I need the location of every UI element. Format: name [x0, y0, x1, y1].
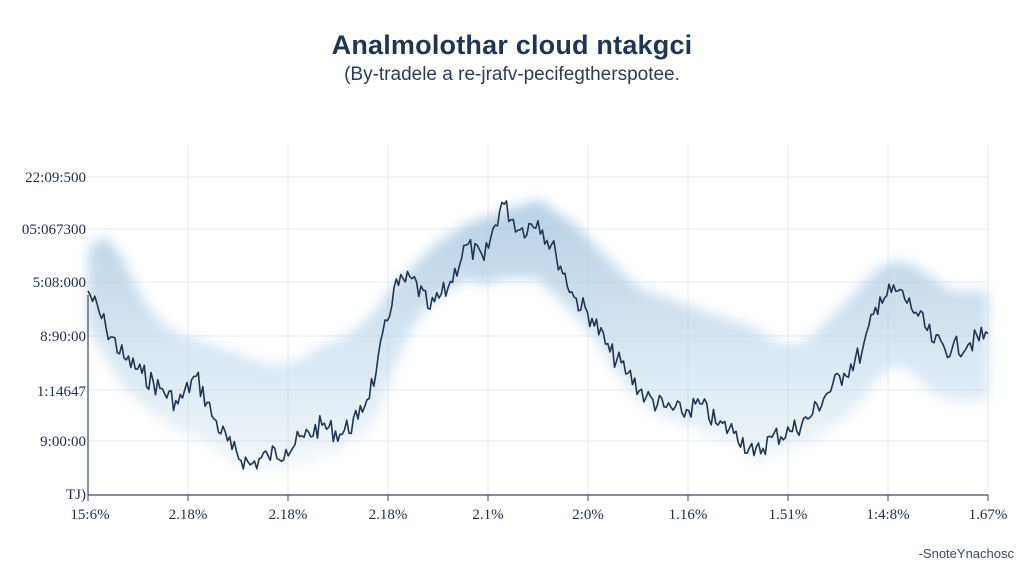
band-area: [88, 199, 988, 468]
y-axis-labels: 22:09:500 05:067300 5:08:000 8:90:00 1:14647…: [22, 170, 87, 503]
x-tick-label: 1.67%: [969, 507, 1008, 523]
source-note: -SnoteYnachosc: [918, 546, 1014, 561]
x-tick-label: 1.16%: [669, 507, 708, 523]
y-tick-label: TJ): [66, 487, 86, 503]
x-tick-label: 2.18%: [269, 507, 308, 523]
x-tick-label: 1.51%: [769, 507, 808, 523]
x-tick-label: 15:6%: [70, 507, 109, 523]
x-tick-label: 2:0%: [572, 507, 604, 523]
y-tick-label: 5:08:000: [33, 275, 86, 291]
y-tick-label: 8:90:00: [40, 329, 86, 345]
y-tick-label: 22:09:500: [25, 170, 86, 186]
x-tick-label: 2.18%: [169, 507, 208, 523]
y-tick-label: 05:067300: [22, 222, 86, 238]
x-axis-labels: 15:6% 2.18% 2.18% 2.18% 2.1% 2:0% 1.16% 1.51% 1:…: [70, 507, 1007, 523]
chart-subtitle: (By-tradele a re-jrafv-pecifegtherspotee…: [344, 64, 680, 85]
chart-axes: [87, 295, 989, 501]
x-tick-label: 2.1%: [472, 507, 503, 523]
confidence-band: [88, 199, 988, 468]
x-tick-label: 2.18%: [369, 507, 408, 523]
series-lines: [87, 200, 989, 470]
series-line: [87, 200, 989, 470]
y-tick-label: 9:00:00: [40, 434, 86, 450]
y-tick-label: 1:14647: [37, 384, 87, 400]
x-tick-label: 1:4:8%: [866, 507, 909, 523]
chart-title: Analmolothar cloud ntakgci: [331, 30, 693, 60]
